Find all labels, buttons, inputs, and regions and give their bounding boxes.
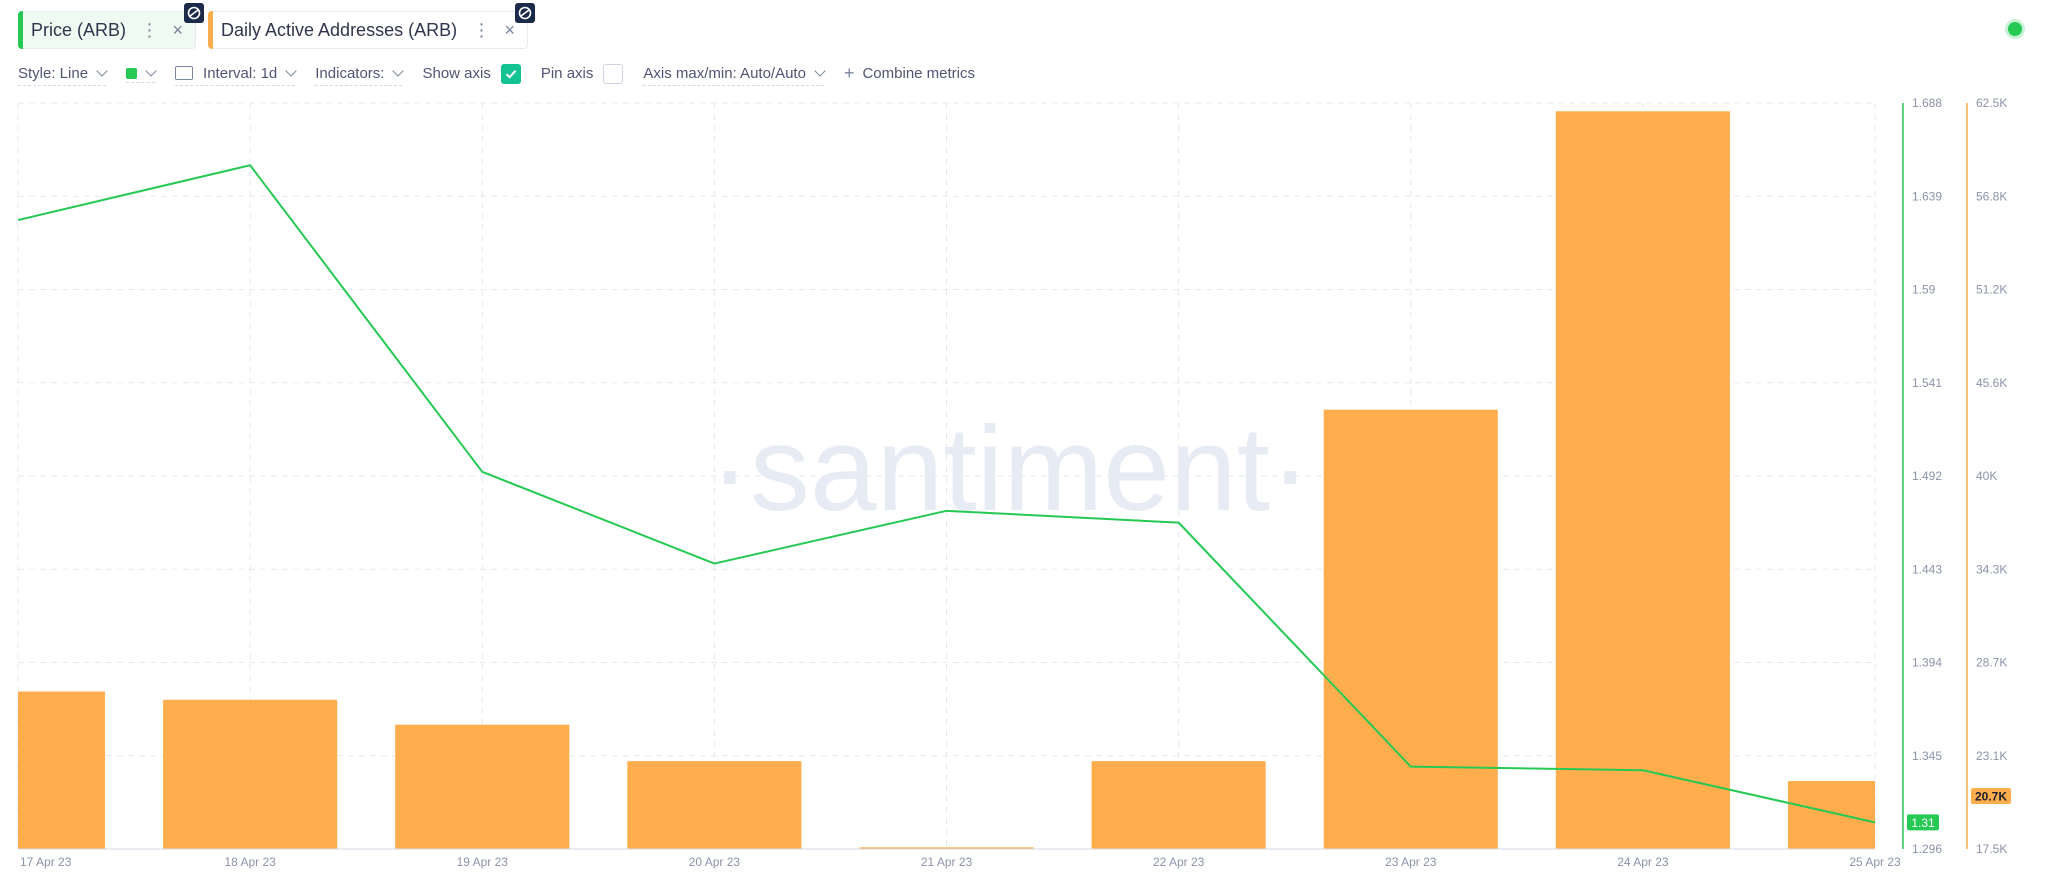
x-tick-label: 23 Apr 23 (1385, 855, 1437, 869)
pin-axis-label: Pin axis (540, 65, 594, 82)
price-tick-label: 1.394 (1912, 656, 1942, 670)
more-options-icon[interactable]: ⋮ (472, 19, 491, 40)
close-icon[interactable]: × (172, 19, 183, 40)
indicators-dropdown[interactable]: Indicators: (315, 64, 405, 86)
style-label: Style: Line (18, 64, 89, 82)
show-axis-label: Show axis (422, 65, 491, 82)
addresses-tick-label: 28.7K (1976, 656, 2007, 670)
checkbox-unchecked-icon[interactable] (603, 63, 624, 84)
addresses-tick-label: 23.1K (1976, 749, 2007, 763)
x-tick-label: 19 Apr 23 (457, 855, 509, 869)
addresses-bar (163, 699, 338, 849)
price-tick-label: 1.688 (1912, 96, 1942, 110)
addresses-bar (18, 691, 106, 849)
price-tick-label: 1.639 (1912, 189, 1942, 203)
color-picker[interactable] (126, 65, 157, 83)
metric-tab-label: Price (ARB) (31, 19, 127, 40)
x-tick-label: 25 Apr 23 (1849, 855, 1901, 869)
x-tick-label: 24 Apr 23 (1617, 855, 1669, 869)
live-status-dot (2008, 22, 2022, 36)
addresses-tick-label: 56.8K (1976, 189, 2007, 203)
axes: 1.688 1.639 1.59 1.541 1.492 1.443 1.394 1.345 1… (18, 96, 2011, 869)
more-options-icon[interactable]: ⋮ (140, 19, 159, 40)
interval-label: Interval: 1d (203, 64, 278, 82)
addresses-bar (1787, 781, 1875, 849)
last-addresses-label: 20.7K (1975, 789, 2007, 803)
addresses-tick-label: 62.5K (1976, 96, 2007, 110)
last-addresses-badge (1971, 787, 2011, 804)
addresses-bar (1323, 409, 1498, 849)
price-line (17, 164, 1876, 824)
metric-tab-price[interactable]: Price (ARB) ⋮ × (18, 11, 196, 49)
price-series-line (17, 164, 1876, 824)
price-tick-label: 1.443 (1912, 562, 1942, 576)
show-axis-toggle[interactable]: Show axis (422, 63, 521, 87)
last-price-badge (1907, 814, 1939, 831)
close-icon[interactable]: × (504, 19, 515, 40)
pin-axis-toggle[interactable]: Pin axis (540, 63, 624, 87)
style-dropdown[interactable]: Style: Line (18, 64, 108, 86)
santiment-logo-icon (515, 3, 535, 23)
combine-metrics-button[interactable]: + Combine metrics (844, 63, 975, 87)
combine-metrics-label: Combine metrics (862, 65, 975, 82)
price-color-bar (18, 11, 23, 49)
metric-tab-daily-active-addresses[interactable]: Daily Active Addresses (ARB) ⋮ × (208, 11, 528, 49)
addresses-bar (1091, 761, 1266, 849)
x-tick-label: 18 Apr 23 (224, 855, 276, 869)
color-swatch (126, 67, 138, 79)
addresses-bar (859, 847, 1034, 850)
addresses-tick-label: 40K (1976, 469, 1997, 483)
x-tick-label: 21 Apr 23 (921, 855, 973, 869)
addresses-tick-label: 17.5K (1976, 842, 2007, 856)
x-tick-label: 22 Apr 23 (1153, 855, 1205, 869)
santiment-logo-icon (184, 3, 204, 23)
axis-maxmin-dropdown[interactable]: Axis max/min: Auto/Auto (643, 64, 826, 86)
addresses-tick-label: 45.6K (1976, 376, 2007, 390)
addresses-bars (18, 111, 1875, 850)
x-tick-label: 17 Apr 23 (20, 855, 72, 869)
checkbox-checked-icon[interactable] (500, 63, 521, 84)
addresses-bar (395, 724, 570, 849)
price-tick-label: 1.492 (1912, 469, 1942, 483)
ruler-icon (175, 66, 194, 80)
addresses-color-bar (208, 11, 213, 49)
addresses-tick-label: 51.2K (1976, 283, 2007, 297)
watermark: ·santiment· (710, 402, 1310, 536)
price-tick-label: 1.541 (1912, 376, 1942, 390)
chart-toolbar: Style: Line Interval: 1d Indicators: Sho… (18, 62, 995, 88)
x-tick-label: 20 Apr 23 (689, 855, 741, 869)
axis-maxmin-label: Axis max/min: Auto/Auto (643, 64, 806, 82)
metric-tab-label: Daily Active Addresses (ARB) (221, 19, 458, 40)
indicators-label: Indicators: (315, 64, 385, 82)
addresses-bar (627, 761, 802, 849)
addresses-bar (1555, 111, 1730, 850)
addresses-tick-label: 34.3K (1976, 562, 2007, 576)
interval-dropdown[interactable]: Interval: 1d (175, 64, 297, 86)
price-tick-label: 1.345 (1912, 749, 1942, 763)
last-price-label: 1.31 (1911, 816, 1935, 830)
price-tick-label: 1.59 (1912, 283, 1936, 297)
plus-icon: + (843, 63, 855, 83)
price-tick-label: 1.296 (1912, 842, 1942, 856)
